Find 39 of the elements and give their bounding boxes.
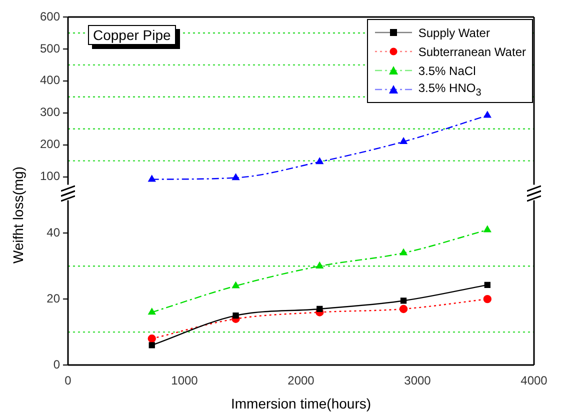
point <box>316 158 324 164</box>
y-tick-label: 20 <box>46 291 60 306</box>
point <box>484 111 492 118</box>
legend-label: 3.5% NaCl <box>418 64 476 78</box>
y-tick-label: 600 <box>40 9 60 24</box>
y-tick-label: 40 <box>46 225 60 240</box>
point <box>232 282 240 288</box>
point <box>148 334 156 343</box>
point <box>400 138 408 144</box>
point <box>399 304 408 314</box>
x-tick-label: 0 <box>64 374 72 388</box>
point <box>316 306 323 312</box>
point <box>483 294 492 304</box>
point <box>148 308 156 315</box>
point <box>400 298 407 304</box>
y-axis-title: Weifht loss(mg) <box>10 166 26 264</box>
point <box>484 226 492 232</box>
x-tick-label: 3000 <box>404 374 432 388</box>
annotation: Copper Pipe <box>88 25 176 45</box>
x-axis-title: Immersion time(hours) <box>230 395 372 412</box>
legend-label: Supply Water <box>418 26 490 40</box>
y-tick-label: 0 <box>53 357 60 372</box>
point <box>232 174 240 180</box>
y-tick-label: 100 <box>40 169 60 184</box>
y-tick-label: 200 <box>40 137 60 152</box>
point <box>148 175 156 182</box>
point <box>400 248 408 256</box>
y-tick-label: 400 <box>40 73 60 88</box>
x-tick-label: 1000 <box>171 374 198 388</box>
legend-label: 3.5% HNO$_{3}$ <box>418 80 482 98</box>
point <box>484 282 490 288</box>
y-tick-label: 300 <box>40 105 60 120</box>
point <box>316 262 324 268</box>
y-tick-label: 500 <box>40 41 60 56</box>
legend-label: Subterranean Water <box>418 44 526 58</box>
x-tick-label: 2000 <box>288 374 315 388</box>
point <box>232 312 239 319</box>
point <box>148 342 155 348</box>
x-tick-label: 4000 <box>520 374 548 388</box>
